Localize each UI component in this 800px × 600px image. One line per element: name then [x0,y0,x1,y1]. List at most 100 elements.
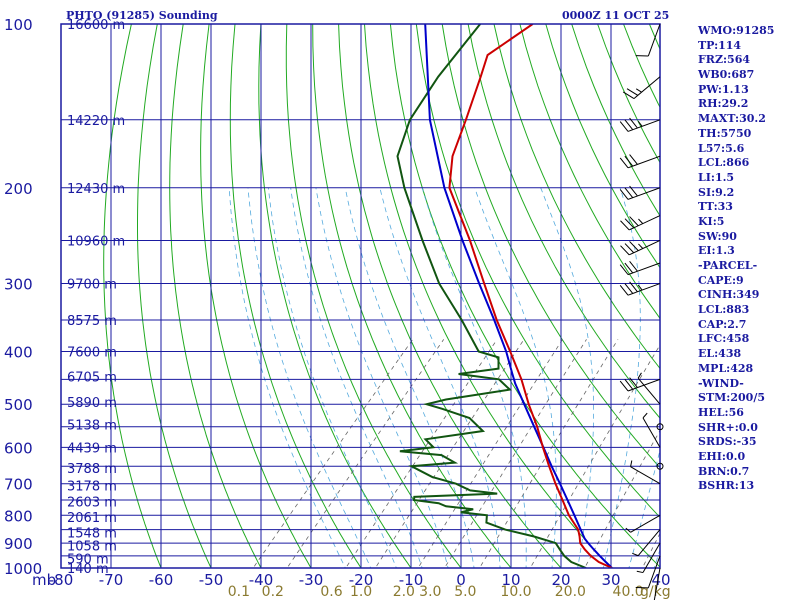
barb-half [636,570,644,574]
mixing-ratio-label: 10.0 [500,584,531,600]
wind-barb [619,185,661,200]
barb-staff [628,240,661,256]
height-label: 16600 m [67,18,125,33]
index-item: TT:33 [698,200,733,214]
pressure-label: 400 [4,344,33,362]
index-item: LI:1.5 [698,170,735,184]
height-label: 1548 m [67,526,117,541]
moist-adiabat [421,187,527,568]
barb-half [637,284,643,291]
mixing-ratio-line [444,339,587,568]
mixing-ratio-label: 40.0 [613,584,644,600]
pressure-label: 600 [4,439,33,457]
moist-adiabat [379,187,501,568]
height-label: 3788 m [67,462,117,477]
index-item: EL:438 [698,347,742,361]
mixing-ratio-label: 5.0 [454,584,476,600]
barb-staff [637,529,661,556]
temperature-tick-label: 30 [601,571,620,589]
barb-flag [624,379,634,390]
pressure-label: 900 [4,535,33,553]
dry-adiabat [103,24,162,568]
moist-adiabat [344,187,475,568]
index-item: L57:5.6 [698,141,745,155]
barb-half [630,460,633,467]
mixing-ratio-label: 3.0 [419,584,441,600]
barb-flag [629,117,638,129]
index-item: RH:29.2 [698,97,749,111]
index-item: SHR+:0.0 [698,420,758,434]
barb-flag [619,189,629,200]
barb-flag [624,283,634,294]
calm-circle [656,423,664,431]
mixing-ratio-label: 1.0 [350,584,372,600]
barb-staff [627,119,661,132]
barb-flag [629,216,639,227]
wind-barb [656,462,664,470]
index-item: TH:5750 [698,126,752,140]
dry-adiabat [200,24,312,568]
wind-barb [625,514,661,533]
height-label: 12430 m [67,182,125,197]
temperature-tick-label: 10 [501,571,520,589]
dry-adiabat [137,24,212,568]
moist-adiabat [628,448,660,568]
wind-barb [619,377,661,392]
plot-area [61,24,800,580]
moist-adiabat [540,187,594,568]
dry-adiabat [779,24,800,580]
barb-flag [619,284,629,296]
barb-staff [630,514,661,533]
temperature-tick-label: -40 [249,571,274,589]
barb-staff [627,155,661,169]
wind-barbs [619,23,664,600]
pressure-label: 300 [4,276,33,294]
wind-barb [620,215,661,231]
mixing-ratio-line [529,344,660,568]
wind-barb [632,529,661,557]
height-label: 6705 m [67,371,117,386]
index-item: CAP:2.7 [698,317,747,331]
pressure-label: 1000 [4,560,42,578]
barb-staff [627,283,661,296]
barb-staff [647,23,661,57]
moist-adiabat [315,187,449,568]
index-item: LCL:866 [698,156,750,170]
barb-flag [619,157,629,169]
chart-title: PHTO (91285) Sounding [66,9,218,22]
index-item: HEL:56 [698,405,744,419]
barb-half [642,412,648,419]
height-label: 8575 m [67,314,117,329]
barb-half [638,218,644,224]
barb-flag [629,185,638,197]
index-item: BRN:0.7 [698,464,750,478]
barb-flag [624,218,635,229]
index-item: MAXT:30.2 [698,112,766,126]
barb-flag [622,91,635,99]
dry-adiabat [493,24,660,370]
index-item: STM:200/5 [698,391,765,405]
dry-adiabat [169,24,262,568]
moist-adiabat [290,187,423,568]
plot-frame [60,23,661,569]
barb-staff [627,262,661,276]
index-item: TP:114 [698,38,742,52]
wind-barb [653,567,661,600]
mixing-ratio-label: 2.0 [393,584,415,600]
index-item: SW:90 [698,229,737,243]
index-item: SI:9.2 [698,185,735,199]
mixing-ratio-label: 0.1 [228,584,250,600]
mixing-ratio-line [286,339,445,568]
dry-adiabat [545,24,660,269]
barb-flag [626,88,639,96]
mixing-ratio-line [374,339,525,568]
barb-staff [642,417,661,448]
barb-staff [647,555,661,589]
temperature-tick-label: -50 [199,571,224,589]
height-label: 4439 m [67,441,117,456]
index-item: EI:1.3 [698,244,735,258]
dry-adiabat [519,24,660,320]
temperature-tick-label: -80 [49,571,74,589]
barb-flag [619,380,629,392]
moist-adiabat [228,187,346,568]
